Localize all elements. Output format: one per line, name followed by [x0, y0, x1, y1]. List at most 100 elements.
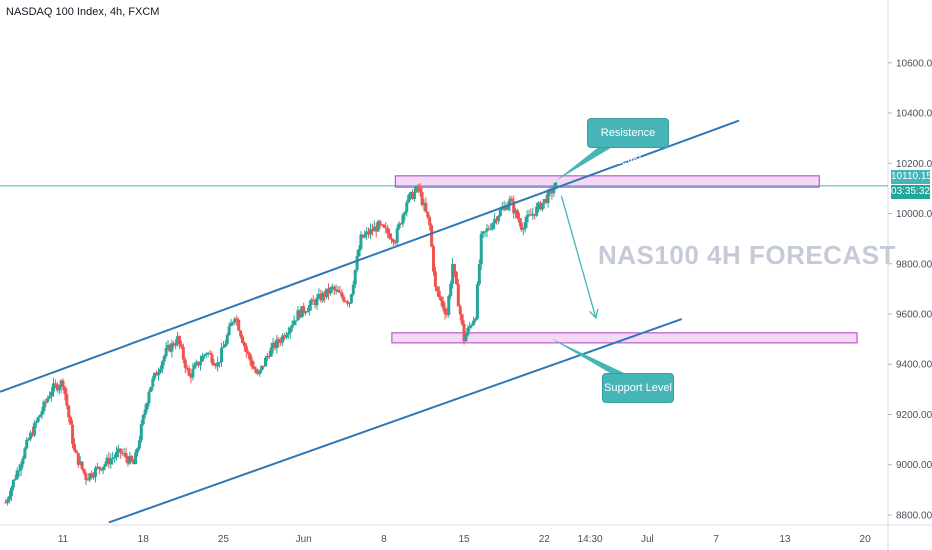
candle-body — [336, 289, 340, 293]
resistance-callout-pointer — [555, 146, 614, 181]
candle-body — [187, 368, 191, 376]
candle-body — [445, 313, 449, 315]
candle-body — [258, 370, 262, 374]
candle-body — [456, 284, 460, 307]
candle-body — [124, 453, 128, 458]
y-tick-label: 9800.00 — [896, 259, 932, 270]
candle-body — [241, 336, 245, 344]
candle-body — [475, 284, 479, 319]
candle-body — [139, 423, 143, 441]
candle-body — [325, 288, 329, 297]
candle-body — [189, 375, 193, 378]
candle-body — [13, 478, 17, 480]
candle-body — [298, 310, 302, 318]
candle-body — [195, 361, 199, 365]
candle-body — [418, 188, 422, 193]
y-tick-label: 9400.00 — [896, 360, 932, 371]
candle-body — [155, 372, 159, 376]
candle-body — [208, 353, 212, 355]
candle-body — [78, 461, 82, 465]
candle-body — [489, 228, 493, 230]
candle-body — [36, 417, 40, 422]
candle-body — [137, 440, 141, 449]
candle-body — [405, 202, 409, 213]
y-tick-label: 9200.00 — [896, 410, 932, 421]
x-tick-label: 13 — [779, 534, 791, 545]
candle-body — [424, 202, 428, 212]
candle-body — [359, 234, 363, 250]
candle-body — [82, 468, 86, 474]
candle-body — [498, 209, 502, 217]
candle-body — [451, 264, 455, 284]
candle-body — [380, 224, 384, 226]
forecast-arrow-line — [560, 195, 597, 318]
candle-body — [42, 401, 46, 412]
candle-body — [529, 214, 533, 216]
candle-body — [122, 453, 126, 455]
candle-body — [474, 318, 478, 321]
candle-body — [311, 299, 315, 302]
candle-body — [292, 320, 296, 325]
candle-body — [346, 301, 350, 304]
candle-body — [540, 202, 544, 210]
candle-body — [185, 368, 189, 370]
candle-body — [376, 221, 380, 232]
candle-body — [126, 457, 130, 464]
candle-body — [101, 466, 105, 471]
y-tick-label: 9600.00 — [896, 309, 932, 320]
candle-body — [237, 319, 241, 331]
candle-body — [365, 231, 369, 235]
candle-body — [525, 215, 529, 223]
candle-body — [61, 380, 65, 387]
candle-body — [15, 470, 19, 479]
candle-body — [17, 470, 21, 472]
candle-body — [248, 354, 252, 361]
candle-body — [319, 293, 323, 301]
candle-body — [199, 361, 203, 366]
candle-body — [162, 355, 166, 362]
candle-body — [517, 218, 521, 223]
candle-body — [273, 342, 277, 349]
candle-body — [481, 231, 485, 234]
candle-body — [470, 325, 474, 327]
candle-body — [523, 222, 527, 229]
support-callout: Support Level — [602, 373, 674, 403]
candle-body — [397, 223, 401, 229]
candle-body — [527, 214, 531, 216]
candle-body — [386, 228, 390, 234]
candle-body — [485, 228, 489, 232]
candle-body — [151, 378, 155, 387]
candle-body — [538, 202, 542, 210]
candle-body — [353, 269, 357, 285]
candle-body — [27, 439, 31, 441]
channel-lower-line — [108, 318, 683, 524]
candle-body — [265, 355, 269, 358]
candle-body — [340, 292, 344, 297]
candle-body — [281, 335, 285, 343]
candle-body — [19, 464, 23, 471]
candle-body — [80, 461, 84, 469]
candle-body — [426, 211, 430, 218]
candle-body — [214, 365, 218, 367]
candle-body — [233, 318, 237, 323]
candle-body — [313, 301, 317, 306]
candle-body — [403, 212, 407, 215]
x-tick-label: 7 — [713, 534, 719, 545]
candle-body — [143, 409, 147, 416]
candle-body — [267, 355, 271, 357]
candle-body — [296, 310, 300, 321]
candle-body — [372, 226, 376, 232]
candle-body — [76, 453, 80, 465]
candle-body — [277, 339, 281, 343]
candle-body — [271, 342, 275, 348]
candle-body — [349, 294, 353, 304]
support-callout-pointer — [549, 337, 624, 373]
candle-body — [34, 421, 38, 424]
candle-body — [284, 334, 288, 338]
candle-body — [8, 496, 12, 500]
candle-body — [412, 191, 416, 200]
candle-body — [514, 210, 518, 214]
candle-body — [149, 386, 153, 392]
candle-body — [74, 450, 78, 454]
